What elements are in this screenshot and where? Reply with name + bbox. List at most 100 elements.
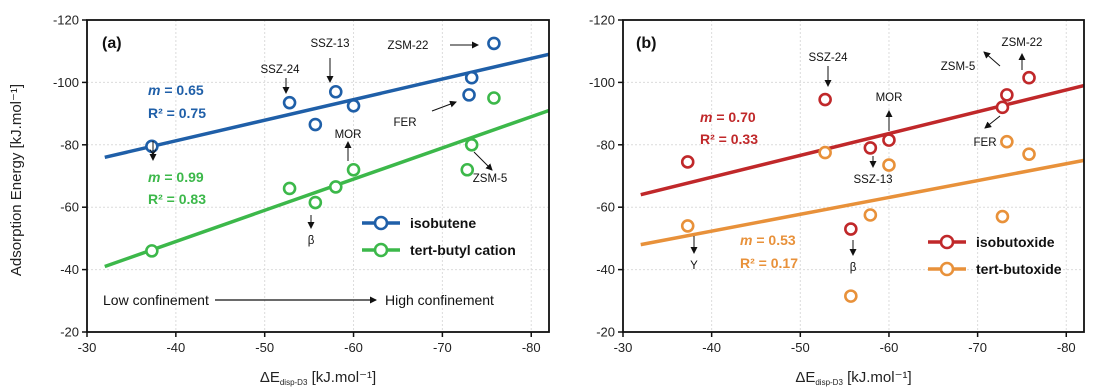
y-axis-label: Adsorption Energy [kJ.mol⁻¹] <box>8 84 25 276</box>
data-point-isobutoxide <box>818 92 832 107</box>
data-point-tert-butyl-cation <box>460 162 475 177</box>
x-tick-label: -70 <box>433 340 452 355</box>
data-point-isobutene <box>462 88 476 102</box>
y-tick-label: -120 <box>53 13 79 28</box>
data-point-tert-butoxide <box>882 158 896 172</box>
annotation-arrow <box>983 51 1001 67</box>
data-point-tert-butoxide <box>863 208 878 222</box>
panel-label: (b) <box>636 35 656 52</box>
x-tick-label: -40 <box>166 340 185 355</box>
x-tick-label: -50 <box>255 340 274 355</box>
data-point-isobutoxide <box>680 155 695 169</box>
plot-frame <box>86 19 550 333</box>
x-tick-label: -30 <box>78 340 97 355</box>
data-point-tert-butyl-cation <box>464 138 479 152</box>
panel-b: -30 -40 -50 -60 -70 -80 -20 -40 -60 -80 -100 -120 SS… <box>589 13 1085 387</box>
legend-marker <box>939 234 955 250</box>
data-point-isobutoxide <box>995 100 1010 115</box>
legend-marker <box>373 242 389 258</box>
data-point-isobutoxide <box>863 141 878 155</box>
y-tick-label: -100 <box>589 75 615 90</box>
data-point-tert-butoxide <box>844 289 858 303</box>
data-point-isobutene <box>464 70 479 85</box>
y-tick-label: -40 <box>596 262 615 277</box>
plot-frame <box>622 19 1085 333</box>
annotation-arrow <box>984 115 1001 129</box>
data-point-tert-butoxide <box>995 209 1010 224</box>
legend-label: isobutene <box>410 215 476 231</box>
annotation-label: ZSM-5 <box>941 61 976 73</box>
legend-label: tert-butyl cation <box>410 242 516 258</box>
data-point-tert-butyl-cation <box>346 162 361 177</box>
y-tick-label: -20 <box>596 325 615 340</box>
y-tick-label: -60 <box>596 200 615 215</box>
annotation-label: FER <box>974 137 997 149</box>
panel-label: (a) <box>102 35 122 52</box>
x-tick-label: -50 <box>791 340 810 355</box>
y-tick-label: -80 <box>60 137 79 152</box>
y-tick-label: -60 <box>60 200 79 215</box>
data-point-isobutene <box>145 139 159 154</box>
annotation-arrow <box>431 100 457 112</box>
x-tick-label: -70 <box>968 340 987 355</box>
r-squared-label: R² = 0.33 <box>700 131 758 147</box>
x-tick-label: -60 <box>344 340 363 355</box>
slope-label: m = 0.53 <box>740 232 796 248</box>
slope-label: m = 0.70 <box>700 109 756 125</box>
fit-line-tert-butyl-cation <box>104 108 550 269</box>
data-point-isobutene <box>328 84 343 99</box>
data-point-tert-butoxide <box>680 219 695 233</box>
data-point-isobutene <box>346 99 361 113</box>
annotation-label: Y <box>690 260 698 272</box>
x-axis-label: ΔEdisp-D3 [kJ.mol⁻¹] <box>795 369 911 387</box>
data-point-tert-butyl-cation <box>328 180 343 194</box>
x-tick-label: -80 <box>522 340 541 355</box>
slope-label: m = 0.99 <box>148 169 204 185</box>
data-point-tert-butoxide <box>1000 134 1014 149</box>
x-tick-label: -30 <box>614 340 633 355</box>
data-point-isobutoxide <box>844 222 858 236</box>
data-point-tert-butoxide <box>1022 147 1036 161</box>
annotation-label: SSZ-24 <box>261 64 301 76</box>
annotation-label: ZSM-5 <box>473 173 508 185</box>
low-confinement-label: Low confinement <box>103 292 209 308</box>
data-point-tert-butyl-cation <box>145 244 159 258</box>
data-point-isobutene <box>282 95 297 110</box>
data-point-tert-butoxide <box>818 145 832 160</box>
annotation-label: FER <box>394 117 417 129</box>
data-point-isobutoxide <box>1022 70 1036 85</box>
annotation-label: MOR <box>335 129 362 141</box>
data-point-tert-butyl-cation <box>308 195 323 210</box>
data-point-tert-butyl-cation <box>282 181 297 196</box>
x-tick-label: -60 <box>880 340 899 355</box>
annotation-label: ZSM-22 <box>1002 37 1043 49</box>
data-point-isobutoxide <box>882 133 896 147</box>
y-tick-label: -80 <box>596 137 615 152</box>
annotation-label: SSZ-13 <box>311 38 350 50</box>
data-point-isobutene <box>487 36 501 51</box>
annotation-label: SSZ-13 <box>854 174 893 186</box>
legend-label: isobutoxide <box>976 234 1055 250</box>
r-squared-label: R² = 0.17 <box>740 255 798 271</box>
x-tick-label: -40 <box>702 340 721 355</box>
x-tick-label: -80 <box>1057 340 1076 355</box>
y-tick-label: -40 <box>60 262 79 277</box>
annotation-label: β <box>308 235 315 247</box>
annotation-label: β <box>850 262 857 274</box>
high-confinement-label: High confinement <box>385 292 494 308</box>
panel-a: -30 -40 -50 -60 -70 -80 -20 -40 -60 -80 -100 -120 SS… <box>53 13 550 387</box>
fit-line-isobutoxide <box>640 83 1085 197</box>
fit-line-tert-butoxide <box>640 158 1085 247</box>
r-squared-label: R² = 0.75 <box>148 105 206 121</box>
data-point-isobutoxide <box>1000 88 1014 102</box>
y-tick-label: -120 <box>589 13 615 28</box>
data-point-tert-butyl-cation <box>487 91 501 105</box>
fit-line-isobutene <box>104 52 550 159</box>
legend-marker <box>939 261 955 277</box>
legend-label: tert-butoxide <box>976 261 1062 277</box>
legend-marker <box>373 215 389 231</box>
annotation-label: ZSM-22 <box>388 40 429 52</box>
r-squared-label: R² = 0.83 <box>148 191 206 207</box>
annotation-label: MOR <box>876 92 903 104</box>
